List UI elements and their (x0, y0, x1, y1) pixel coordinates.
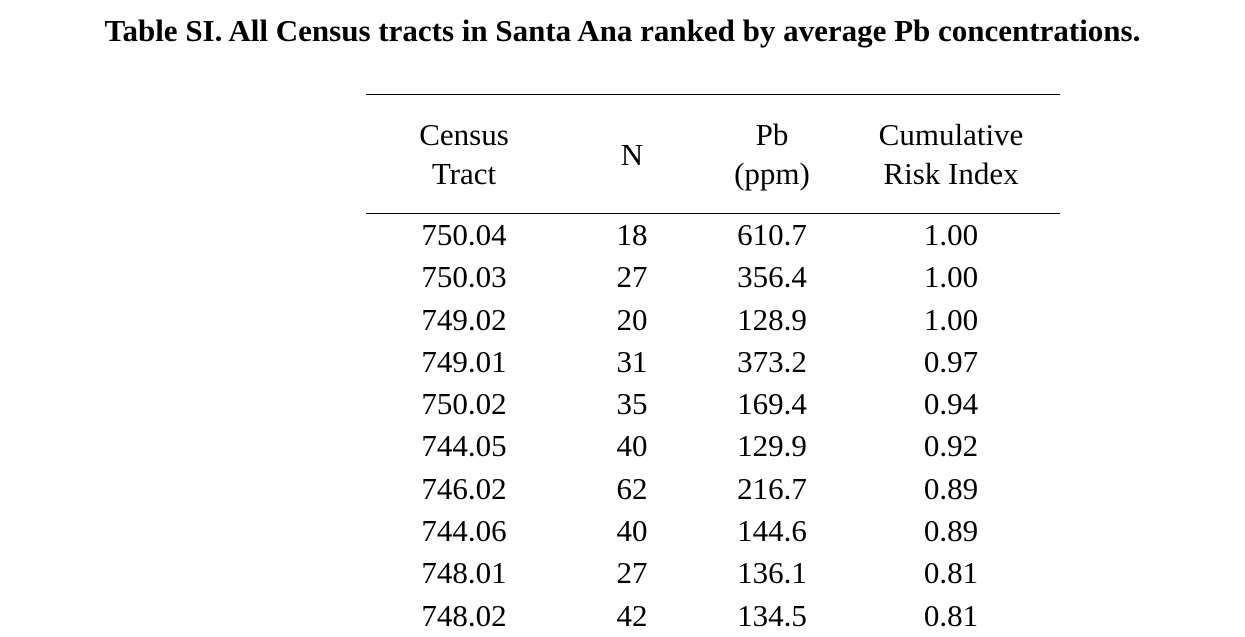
cell-n: 18 (616, 217, 648, 252)
cell-risk-index: 1.00 (923, 301, 979, 337)
cell-risk-index: 0.81 (923, 597, 979, 633)
cell-risk-index: 0.81 (923, 555, 979, 591)
cell-census-tract: 744.06 (421, 513, 507, 549)
cell-risk-index: 0.97 (923, 343, 979, 379)
table-caption: Table SI. All Census tracts in Santa Ana… (104, 13, 1141, 48)
cell-census-tract: 750.02 (421, 386, 507, 422)
cell-n: 35 (616, 386, 648, 422)
cell-n: 27 (616, 259, 648, 295)
cell-risk-index: 0.94 (923, 386, 979, 422)
cell-census-tract: 749.02 (421, 301, 507, 337)
cell-pb: 144.6 (737, 513, 807, 549)
table-row: 749.01 31 373.2 0.97 (366, 341, 1060, 383)
cell-risk-index: 0.92 (923, 428, 979, 464)
table-row: 750.04 18 610.7 1.00 (366, 214, 1060, 256)
cell-pb: 136.1 (737, 555, 807, 591)
cell-census-tract: 748.01 (421, 555, 507, 591)
cell-n: 40 (616, 428, 648, 464)
cell-pb: 169.4 (737, 386, 807, 422)
header-n: N (620, 136, 644, 172)
cell-census-tract: 749.01 (421, 343, 507, 379)
cell-risk-index: 1.00 (923, 217, 979, 252)
cell-risk-index: 1.00 (923, 259, 979, 295)
header-cumulative-risk-index: Cumulative Risk Index (878, 117, 1024, 191)
cell-n: 62 (616, 470, 648, 506)
cell-census-tract: 750.04 (421, 217, 507, 252)
header-pb-ppm: Pb (ppm) (734, 117, 810, 191)
cell-n: 27 (616, 555, 648, 591)
cell-census-tract: 748.02 (421, 597, 507, 633)
cell-n: 42 (616, 597, 648, 633)
table-top-rule (366, 94, 1060, 95)
cell-risk-index: 0.89 (923, 513, 979, 549)
cell-n: 40 (616, 513, 648, 549)
cell-pb: 128.9 (737, 301, 807, 337)
cell-census-tract: 746.02 (421, 470, 507, 506)
cell-pb: 373.2 (737, 343, 807, 379)
cell-pb: 356.4 (737, 259, 807, 295)
table-row: 744.05 40 129.9 0.92 (366, 425, 1060, 467)
cell-pb: 216.7 (737, 470, 807, 506)
cell-risk-index: 0.89 (923, 470, 979, 506)
table-row: 748.02 42 134.5 0.81 (366, 595, 1060, 637)
table-header-rule (366, 213, 1060, 214)
cell-pb: 129.9 (737, 428, 807, 464)
table-row: 748.01 27 136.1 0.81 (366, 552, 1060, 594)
table-row: 750.03 27 356.4 1.00 (366, 256, 1060, 298)
table-body: 750.04 18 610.7 1.00 750.03 27 356.4 1.0… (366, 214, 1060, 637)
cell-n: 20 (616, 301, 648, 337)
cell-census-tract: 744.05 (421, 428, 507, 464)
table-row: 746.02 62 216.7 0.89 (366, 468, 1060, 510)
cell-census-tract: 750.03 (421, 259, 507, 295)
cell-pb: 134.5 (737, 597, 807, 633)
table-row: 744.06 40 144.6 0.89 (366, 510, 1060, 552)
cell-n: 31 (616, 343, 648, 379)
data-table: Census Tract N Pb (ppm) Cumulative Risk … (366, 94, 1060, 637)
header-census-tract: Census Tract (419, 117, 509, 191)
table-row: 750.02 35 169.4 0.94 (366, 383, 1060, 425)
cell-pb: 610.7 (737, 217, 807, 252)
table-row: 749.02 20 128.9 1.00 (366, 299, 1060, 341)
table-header-row: Census Tract N Pb (ppm) Cumulative Risk … (366, 95, 1060, 213)
